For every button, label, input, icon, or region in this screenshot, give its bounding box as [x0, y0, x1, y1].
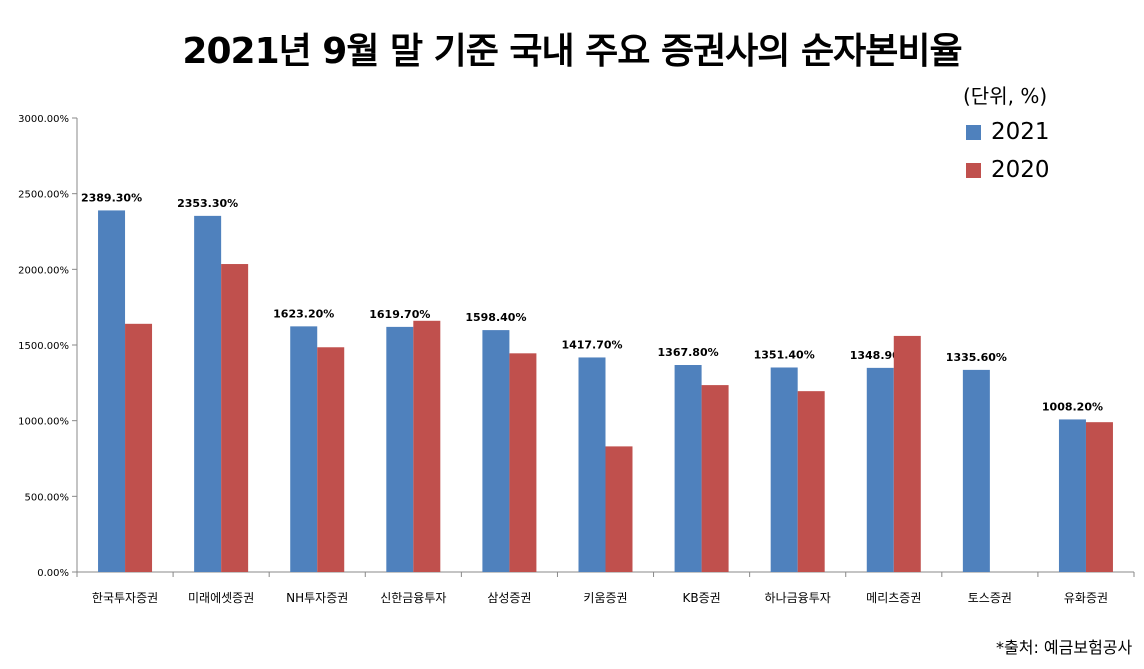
bar-2021-5: [578, 357, 606, 572]
category-label-9: 토스증권: [968, 591, 1012, 605]
y-tick-label: 2500.00%: [18, 190, 69, 201]
bar-2021-8: [866, 367, 894, 572]
y-tick-label: 2000.00%: [18, 265, 69, 276]
legend-swatch-2020: [966, 162, 981, 178]
bar-2020-8: [893, 335, 921, 572]
bar-2020-0: [125, 323, 153, 572]
bar-2020-3: [413, 320, 441, 572]
bar-2021-9: [962, 369, 990, 572]
category-label-6: KB증권: [682, 591, 720, 605]
legend-item-2020: 2020: [966, 151, 1050, 189]
bar-2021-10: [1058, 419, 1086, 572]
bar-2020-10: [1085, 422, 1113, 572]
bar-2020-5: [605, 446, 633, 572]
category-label-2: NH투자증권: [286, 591, 348, 605]
category-label-1: 미래에셋증권: [188, 591, 254, 605]
data-label-2021-4: 1598.40%: [465, 311, 526, 324]
category-label-5: 키움증권: [583, 591, 627, 605]
bar-2021-4: [482, 330, 510, 572]
legend-item-2021: 2021: [966, 113, 1050, 151]
bar-2020-4: [509, 353, 537, 572]
bar-2021-0: [98, 210, 126, 573]
bar-2021-3: [386, 326, 414, 572]
bar-2020-7: [797, 391, 825, 572]
bar-2020-6: [701, 385, 729, 572]
y-tick-label: 3000.00%: [18, 114, 69, 125]
data-label-2021-10: 1008.20%: [1042, 400, 1103, 413]
data-label-2021-9: 1335.60%: [946, 351, 1007, 364]
category-label-0: 한국투자증권: [92, 591, 158, 605]
data-label-2021-1: 2353.30%: [177, 197, 238, 210]
bar-2021-1: [194, 215, 222, 573]
data-label-2021-5: 1417.70%: [561, 338, 622, 351]
data-label-2021-3: 1619.70%: [369, 308, 430, 321]
category-label-8: 메리츠증권: [866, 591, 921, 605]
bar-2021-6: [674, 365, 702, 572]
y-tick-label: 500.00%: [25, 492, 70, 503]
unit-note: (단위, %): [963, 84, 1048, 108]
source-note: *출처: 예금보험공사: [996, 638, 1133, 657]
legend-swatch-2021: [966, 124, 981, 140]
data-label-2021-2: 1623.20%: [273, 307, 334, 320]
chart-title: 2021년 9월 말 기준 국내 주요 증권사의 순자본비율: [182, 31, 962, 72]
y-tick-label: 1000.00%: [18, 417, 69, 428]
category-label-3: 신한금융투자: [380, 591, 446, 605]
legend: 2021 2020: [966, 113, 1050, 189]
data-label-2021-6: 1367.80%: [658, 346, 719, 359]
data-label-2021-0: 2389.30%: [81, 191, 142, 204]
bar-2021-7: [770, 367, 798, 572]
bar-2021-2: [290, 326, 318, 572]
y-tick-label: 1500.00%: [18, 341, 69, 352]
legend-label-2020: 2020: [991, 157, 1050, 183]
bar-2020-2: [317, 347, 345, 572]
data-label-2021-7: 1351.40%: [754, 348, 815, 361]
category-label-4: 삼성증권: [487, 591, 531, 605]
bar-2020-1: [221, 264, 249, 572]
category-label-7: 하나금융투자: [765, 591, 831, 605]
y-tick-label: 0.00%: [37, 568, 69, 579]
category-label-10: 유화증권: [1064, 591, 1108, 605]
legend-label-2021: 2021: [991, 119, 1050, 145]
